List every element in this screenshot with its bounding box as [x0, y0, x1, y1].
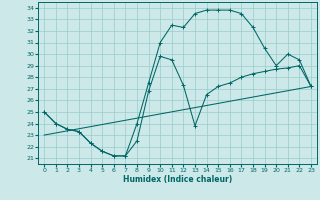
X-axis label: Humidex (Indice chaleur): Humidex (Indice chaleur): [123, 175, 232, 184]
